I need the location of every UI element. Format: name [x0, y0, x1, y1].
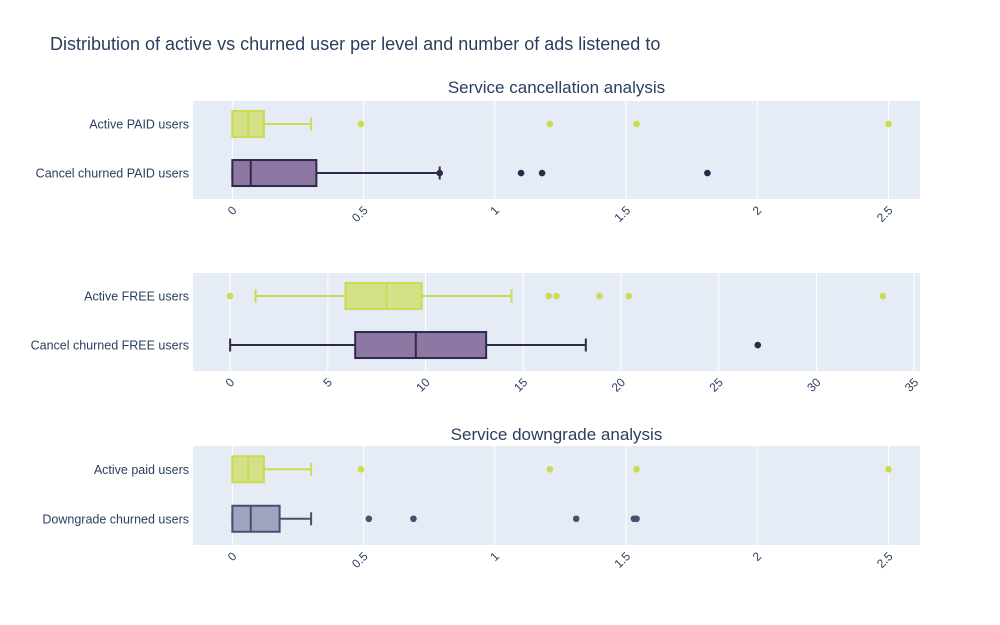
category-label: Active PAID users: [89, 118, 189, 132]
x-tick-label: 20: [609, 375, 629, 395]
x-tick-label: 0: [225, 203, 240, 218]
x-tick-label: 5: [320, 375, 335, 390]
box-iqr: [231, 504, 281, 533]
x-tick-label: 0: [225, 549, 240, 564]
plot-background: [193, 273, 920, 371]
category-label: Downgrade churned users: [42, 512, 189, 526]
outlier-point: [517, 169, 525, 177]
category-label: Cancel churned FREE users: [31, 339, 189, 353]
box-iqr: [231, 159, 318, 188]
subplot-title: Service cancellation analysis: [448, 78, 665, 97]
outlier-point: [436, 169, 444, 177]
subplots: 0 0.5 1 1.5 2 2.5 Service cancellation analysi…: [31, 78, 922, 571]
x-tick-label: 30: [804, 375, 824, 395]
box-cancel-churned-free-users[interactable]: Cancel churned FREE users: [31, 331, 762, 360]
subplot-title: Service downgrade analysis: [451, 425, 663, 444]
x-tick-label: 15: [511, 375, 531, 395]
outlier-point: [633, 120, 640, 128]
outlier-point: [572, 515, 580, 523]
outlier-point: [633, 515, 640, 523]
x-tick-label: 1.5: [611, 549, 633, 571]
outlier-point: [879, 292, 887, 300]
x-tick-label: 1: [487, 203, 502, 218]
box-active-free-users[interactable]: Active FREE users: [84, 282, 887, 311]
outlier-point: [365, 515, 373, 523]
x-tick-label: 2.5: [874, 203, 896, 225]
outlier-point: [704, 169, 711, 177]
x-tick-label: 0.5: [349, 549, 371, 571]
outlier-point: [538, 169, 546, 177]
x-tick-label: 1.5: [611, 203, 633, 225]
outlier-point: [633, 465, 640, 473]
outlier-point: [546, 120, 554, 128]
x-tick-label: 2: [750, 549, 765, 564]
outlier-point: [410, 515, 417, 523]
x-tick-label: 2: [750, 203, 765, 218]
box-active-paid-users[interactable]: Active paid users: [94, 455, 892, 484]
x-tick-label: 0.5: [349, 203, 371, 225]
x-tick-label: 35: [902, 375, 922, 395]
x-tick-label: 2.5: [874, 549, 896, 571]
x-tick-label: 0: [223, 375, 238, 390]
x-tick-label: 1: [487, 549, 502, 564]
box-downgrade-churned-users[interactable]: Downgrade churned users: [42, 504, 640, 533]
x-tick-label: 10: [413, 375, 433, 395]
outlier-point: [596, 292, 603, 300]
outlier-point: [545, 292, 552, 300]
box-iqr: [344, 282, 423, 311]
outlier-point: [357, 120, 365, 128]
box-cancel-churned-paid-users[interactable]: Cancel churned PAID users: [36, 159, 711, 188]
outlier-point: [546, 465, 554, 473]
box-active-paid-users[interactable]: Active PAID users: [89, 110, 892, 139]
category-label: Active FREE users: [84, 290, 189, 304]
outlier-point: [885, 120, 892, 128]
outlier-point: [226, 292, 234, 300]
outlier-point: [357, 465, 365, 473]
outlier-point: [553, 292, 560, 300]
chart-title: Distribution of active vs churned user p…: [50, 34, 660, 54]
category-label: Cancel churned PAID users: [36, 167, 189, 181]
subplot-1: 0 0.5 1 1.5 2 2.5 Service cancellation analysi…: [36, 78, 920, 225]
outlier-point: [885, 465, 892, 473]
outlier-point: [754, 341, 762, 349]
subplot-2: 0 5 10 15 20 25 30 35 Active FREE users Cancel ch…: [31, 273, 922, 395]
subplot-3: 0 0.5 1 1.5 2 2.5 Service downgrade analysis Ac…: [42, 425, 920, 571]
box-iqr: [354, 331, 488, 360]
x-tick-label: 25: [706, 375, 726, 395]
plot-background: [193, 446, 920, 545]
outlier-point: [625, 292, 633, 300]
category-label: Active paid users: [94, 463, 189, 477]
